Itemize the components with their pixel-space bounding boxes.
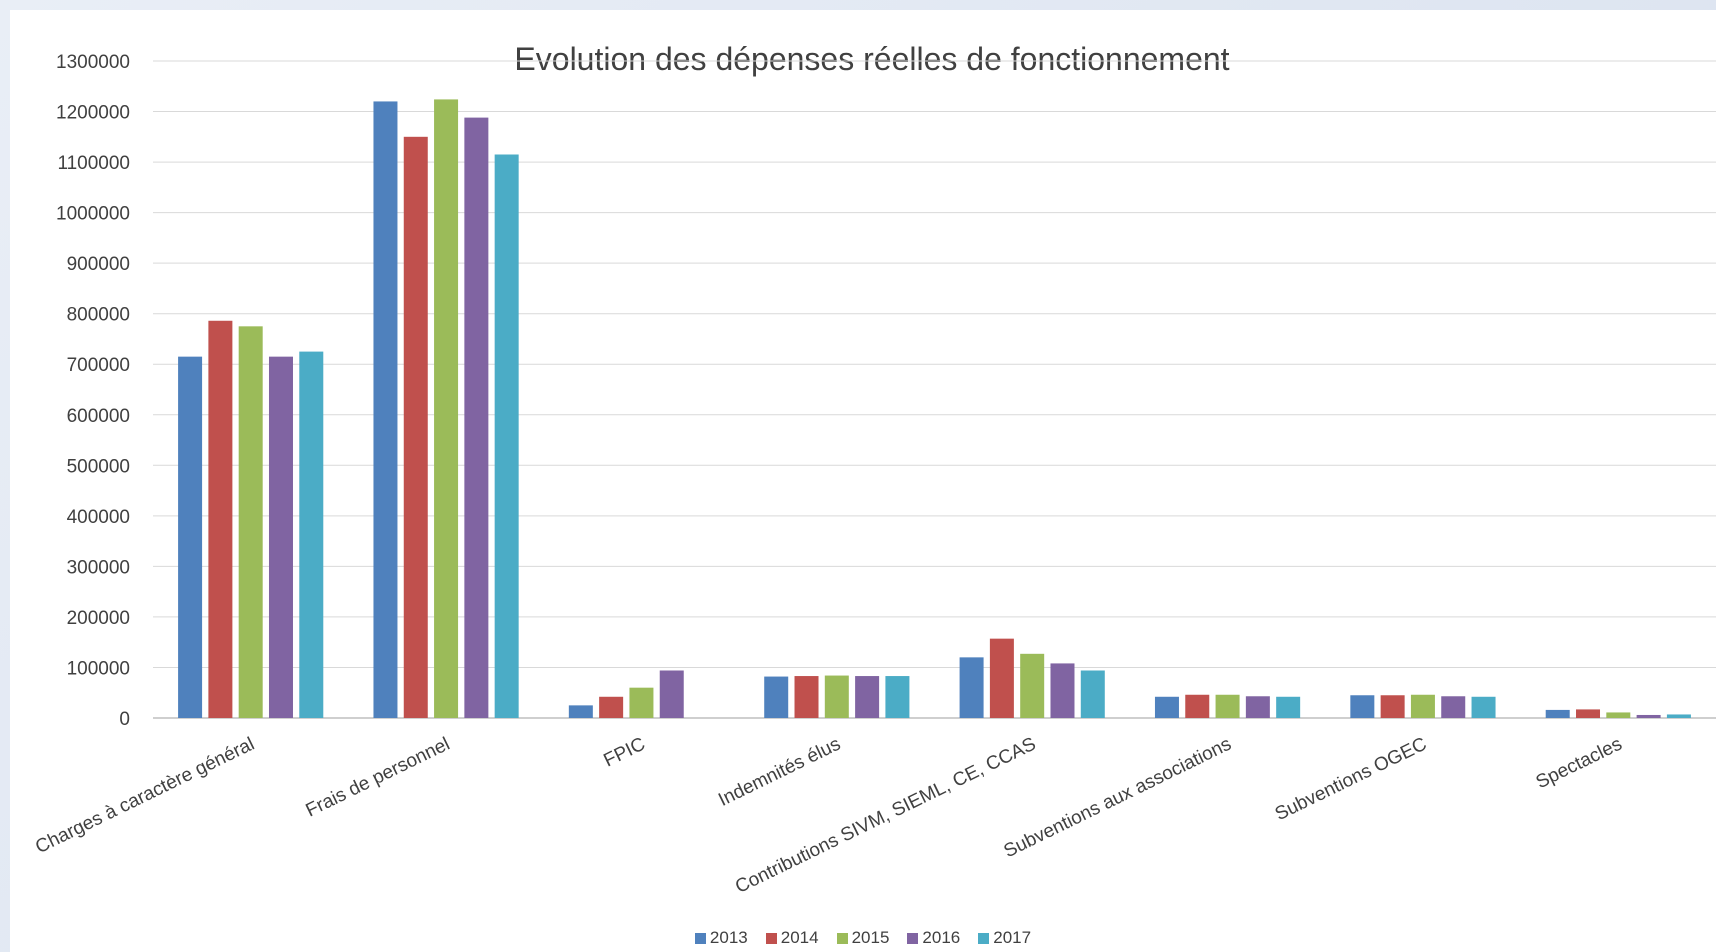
legend-label: 2016 xyxy=(922,928,961,947)
legend-label: 2015 xyxy=(851,928,890,947)
bar xyxy=(989,638,1014,718)
legend-item: 2016 xyxy=(907,928,960,948)
y-tick-label: 100000 xyxy=(67,658,130,679)
y-tick-label: 700000 xyxy=(67,355,130,376)
y-tick-label: 300000 xyxy=(67,557,130,578)
bar xyxy=(568,705,593,718)
y-tick-label: 0 xyxy=(119,709,130,730)
x-category-label: FPIC xyxy=(601,734,649,772)
x-axis-category-labels: Charges à caractère général Frais de pers… xyxy=(32,734,1625,898)
bar xyxy=(1380,695,1405,718)
bar xyxy=(373,101,398,718)
bar xyxy=(494,154,519,718)
bar xyxy=(1606,712,1631,718)
bar xyxy=(885,676,910,718)
bar xyxy=(1636,714,1661,718)
bar xyxy=(599,696,624,718)
bar xyxy=(178,356,203,718)
bar xyxy=(1245,696,1270,718)
legend-swatch xyxy=(765,932,777,944)
bar xyxy=(208,320,233,718)
legend-swatch xyxy=(836,932,848,944)
bar xyxy=(1410,694,1435,718)
legend-label: 2013 xyxy=(709,928,748,947)
bar xyxy=(1666,714,1691,718)
bar xyxy=(403,136,428,719)
y-tick-label: 1300000 xyxy=(56,52,130,73)
legend-item: 2017 xyxy=(978,928,1031,948)
legend-label: 2014 xyxy=(780,928,819,947)
bar xyxy=(268,356,293,718)
bar xyxy=(764,676,789,718)
bar xyxy=(1471,696,1496,718)
bar xyxy=(1154,696,1179,718)
bar xyxy=(824,675,849,718)
bar xyxy=(1276,696,1301,718)
legend-swatch xyxy=(694,932,706,944)
bars xyxy=(178,99,1691,719)
bar xyxy=(855,676,880,718)
bar xyxy=(1215,694,1240,718)
y-tick-label: 1000000 xyxy=(56,204,130,225)
bar xyxy=(629,687,654,718)
bar xyxy=(959,657,984,718)
bar xyxy=(1576,709,1601,718)
bar xyxy=(464,117,489,718)
x-category-label: Frais de personnel xyxy=(303,734,454,822)
legend-label: 2017 xyxy=(993,928,1032,947)
legend: 2013 2014 2015 2016 2017 xyxy=(10,928,1716,948)
y-tick-label: 600000 xyxy=(67,406,130,427)
chart-title: Evolution des dépenses réelles de foncti… xyxy=(514,41,1229,77)
y-tick-label: 800000 xyxy=(67,305,130,326)
bar xyxy=(238,326,263,718)
legend-item: 2014 xyxy=(765,928,819,948)
bar xyxy=(434,99,459,718)
bar xyxy=(1441,696,1466,718)
x-category-label: Charges à caractère général xyxy=(32,734,258,858)
y-tick-label: 500000 xyxy=(67,456,130,477)
bar xyxy=(794,676,819,718)
legend-swatch xyxy=(978,932,990,944)
y-tick-label: 1200000 xyxy=(56,103,130,124)
bar-chart: Evolution des dépenses réelles de foncti… xyxy=(32,41,1716,898)
x-category-label: Subventions OGEC xyxy=(1272,734,1430,826)
bar xyxy=(1545,709,1570,718)
legend-item: 2013 xyxy=(694,928,748,948)
y-tick-label: 1100000 xyxy=(57,153,130,174)
bar xyxy=(1080,670,1105,718)
chart-frame: Evolution des dépenses réelles de foncti… xyxy=(10,10,1716,952)
y-tick-label: 200000 xyxy=(67,608,130,629)
bar xyxy=(659,670,684,718)
y-axis-tick-labels: 0 100000 200000 300000 400000 500000 600000 700… xyxy=(56,52,130,730)
bar xyxy=(1185,694,1210,718)
y-tick-label: 900000 xyxy=(67,254,130,275)
y-tick-label: 400000 xyxy=(67,507,130,528)
legend-swatch xyxy=(907,932,919,944)
x-category-label: Indemnités élus xyxy=(715,734,844,811)
x-category-label: Spectacles xyxy=(1533,734,1626,794)
bar xyxy=(1050,663,1075,718)
x-category-label: Contributions SIVM, SIEML, CE, CCAS xyxy=(732,734,1039,898)
legend-item: 2015 xyxy=(836,928,890,948)
bar xyxy=(299,351,324,718)
bar xyxy=(1020,653,1045,718)
bar xyxy=(1350,695,1375,718)
